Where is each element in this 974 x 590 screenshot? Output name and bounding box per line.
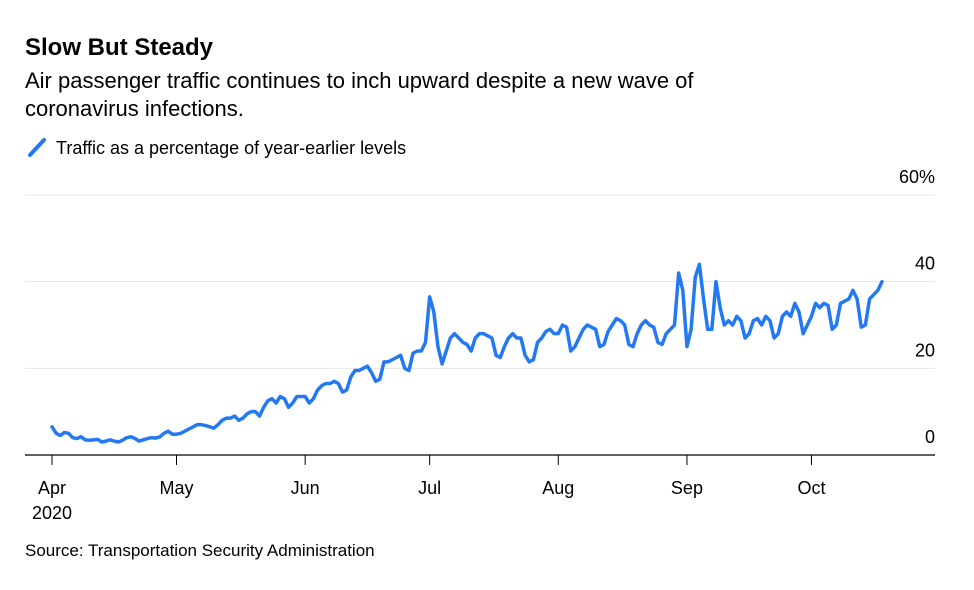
- y-tick-label: 20: [915, 340, 935, 360]
- x-tick-label: Apr: [38, 478, 66, 498]
- x-tick-label: Aug: [542, 478, 574, 498]
- x-tick-label: May: [159, 478, 193, 498]
- x-tick-label: Oct: [797, 478, 825, 498]
- source: Source: Transportation Security Administ…: [25, 541, 375, 560]
- x-tick-label: Jun: [291, 478, 320, 498]
- x-year-label: 2020: [32, 503, 72, 523]
- chart-subtitle: coronavirus infections.: [25, 96, 244, 121]
- y-tick-label: 60%: [899, 167, 935, 187]
- legend-swatch: [28, 138, 46, 157]
- x-tick-label: Jul: [418, 478, 441, 498]
- chart-title: Slow But Steady: [25, 34, 214, 61]
- data-line: [50, 262, 884, 444]
- x-tick-label: Sep: [671, 478, 703, 498]
- legend-label: Traffic as a percentage of year-earlier …: [56, 138, 406, 158]
- y-tick-label: 40: [915, 254, 935, 274]
- y-tick-label: 0: [925, 427, 935, 447]
- chart-subtitle: Air passenger traffic continues to inch …: [25, 68, 694, 93]
